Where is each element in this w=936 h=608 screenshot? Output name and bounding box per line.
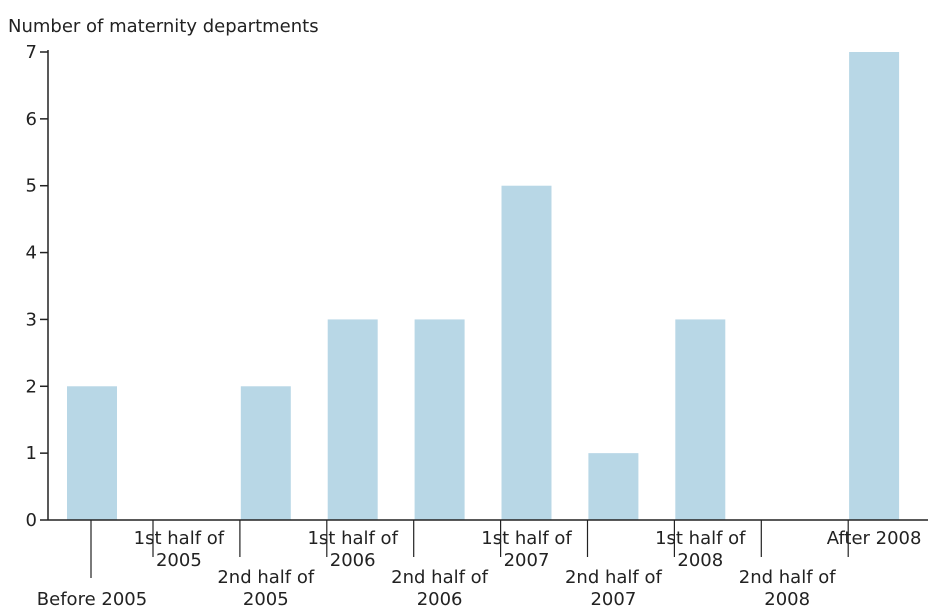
y-tick-label: 5	[26, 176, 37, 197]
x-tick-label: 2006	[330, 550, 376, 571]
x-tick-label: 2007	[590, 589, 636, 608]
bar	[675, 319, 726, 520]
x-tick-label: Before 2005	[37, 589, 147, 608]
y-axis-ticks: 0 1 2 3 4 5 6 7	[26, 42, 48, 531]
bar	[67, 386, 117, 520]
x-tick-label: 2005	[243, 589, 289, 608]
x-tick-label: 2008	[677, 550, 723, 571]
bar	[501, 185, 552, 520]
y-tick-label: 1	[26, 443, 37, 464]
x-tick-label: 2008	[764, 589, 810, 608]
x-tick-label: 2nd half of	[739, 567, 837, 588]
y-tick-label: 0	[26, 510, 37, 531]
y-tick-label: 7	[26, 42, 37, 63]
bar	[414, 319, 465, 520]
bar	[849, 52, 900, 520]
x-tick-label: 1st half of	[655, 528, 746, 549]
y-tick-label: 2	[26, 376, 37, 397]
bars-group	[67, 52, 900, 520]
bar	[240, 386, 291, 520]
x-tick-label: 2nd half of	[391, 567, 489, 588]
x-tick-label: 1st half of	[307, 528, 398, 549]
x-tick-label: 2006	[417, 589, 463, 608]
bar	[327, 319, 378, 520]
x-tick-label: 1st half of	[481, 528, 572, 549]
x-tick-label: 1st half of	[134, 528, 225, 549]
x-tick-label: 2005	[156, 550, 202, 571]
x-tick-label: 2007	[504, 550, 550, 571]
y-axis-label: Number of maternity departments	[8, 16, 319, 37]
y-tick-label: 3	[26, 309, 37, 330]
x-tick-label: 2nd half of	[217, 567, 315, 588]
y-tick-label: 6	[26, 109, 37, 130]
x-tick-label: 2nd half of	[565, 567, 663, 588]
bar	[588, 453, 639, 520]
y-tick-label: 4	[26, 243, 37, 264]
x-tick-label: After 2008	[827, 528, 922, 549]
